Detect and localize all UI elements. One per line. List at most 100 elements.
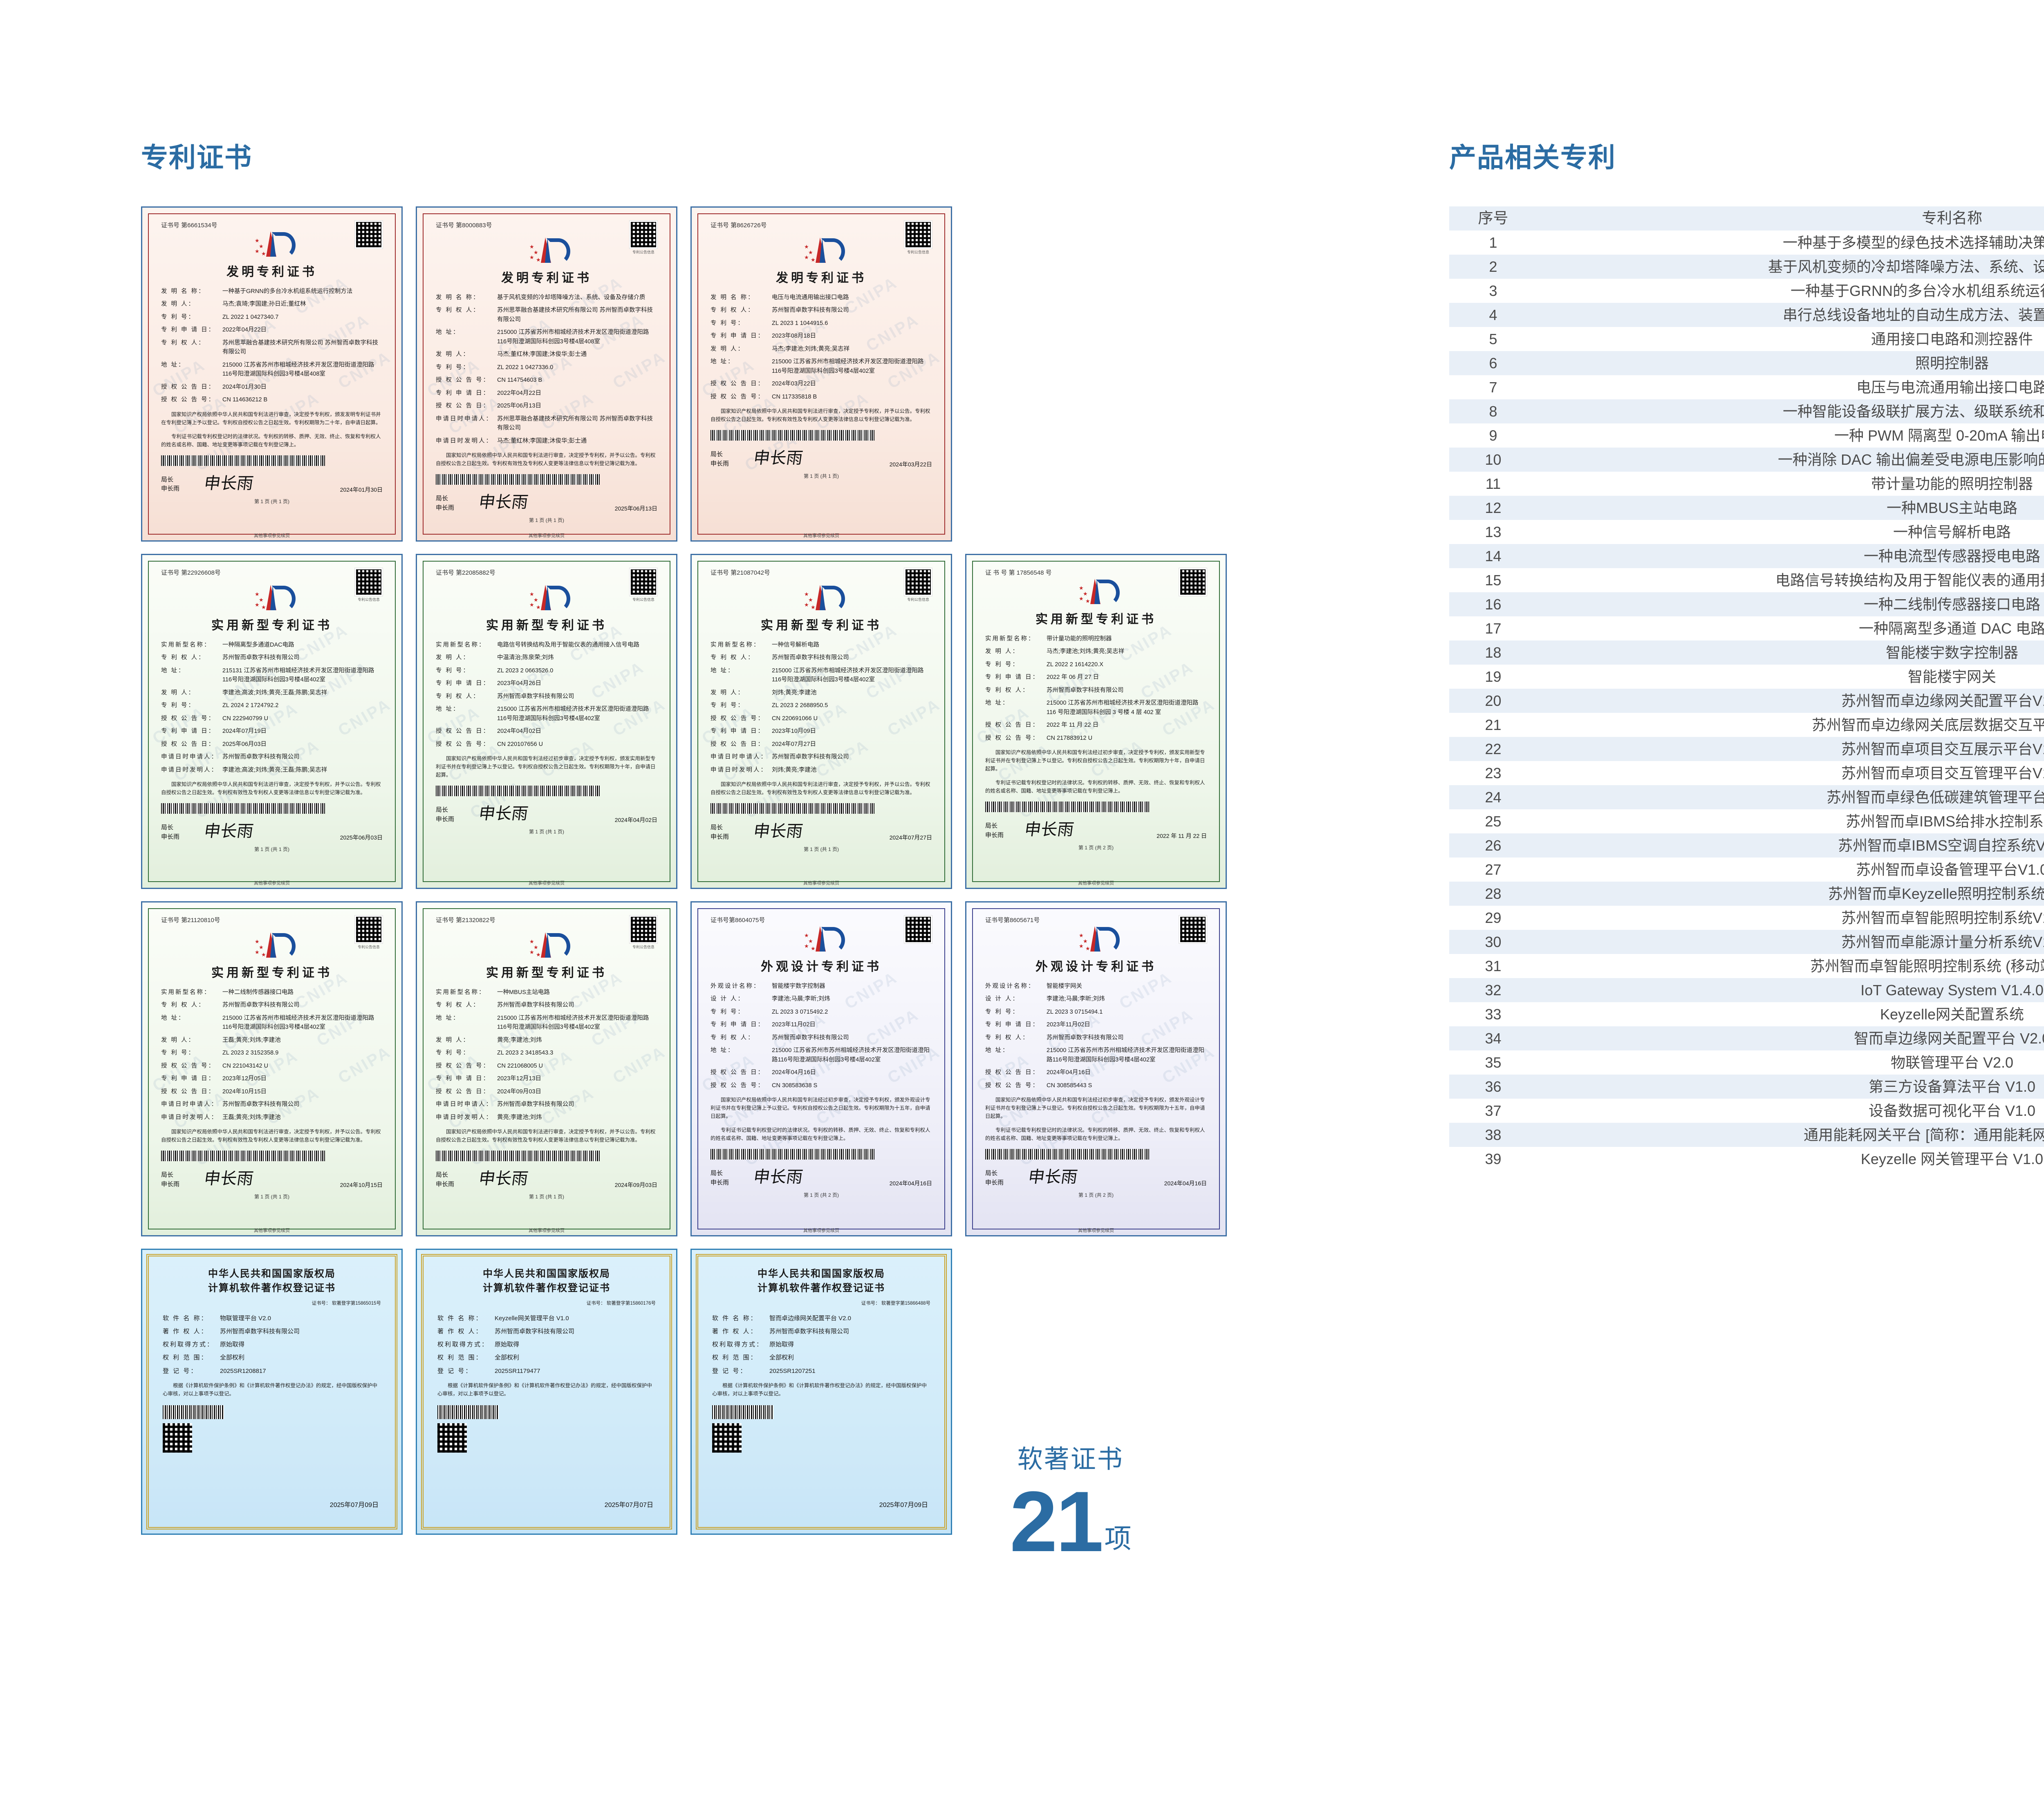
barcode-icon: [710, 803, 875, 814]
cert-field: 专 利 号： ZL 2023 3 0715494.1: [985, 1008, 1207, 1017]
cert-field-key: 地 址：: [436, 329, 460, 336]
barcode-icon: [161, 1151, 325, 1162]
cert-field-key: 专 利 号：: [161, 313, 196, 320]
cert-field-key: 专 利 权 人：: [985, 687, 1030, 694]
cert-field-key: 授 权 公 告 日：: [161, 741, 216, 748]
signer-block: 局长 申长雨: [436, 495, 455, 511]
issue-date: 2024年07月27日: [889, 834, 932, 841]
cert-field: 专 利 号： ZL 2022 1 0427336.0: [436, 363, 657, 372]
cert-field-key: 专 利 号：: [985, 661, 1020, 668]
cell-patent-name: 苏州智而卓能源计量分析系统V1.0: [1537, 930, 2044, 954]
certificate-title: 实用新型专利证书: [1035, 613, 1156, 626]
sw-cert-field-key: 软 件 名 称：: [712, 1314, 758, 1322]
cell-patent-name: 一种信号解析电路: [1893, 523, 2011, 540]
cert-field-value: 2023年08月18日: [772, 333, 816, 340]
cell-index: 6: [1449, 351, 1537, 375]
certificate-card-invention: CNIPA CNIPA CNIPA CNIPA CNIPA CNIPA CNIPA CNIPA…: [690, 206, 952, 542]
cell-patent-name: 一种消除 DAC 输出偏差受电源电压影响的电路及方法: [1537, 448, 2044, 472]
cert-field-value: 苏州智而卓数字科技有限公司: [772, 307, 849, 314]
cert-field: 地 址： 215000 江苏省苏州市苏州相城经济技术开发区澄阳街道澄阳路116号阳…: [985, 1046, 1207, 1064]
cert-field: 发 明 名 称： 基于风机变频的冷却塔降噪方法、系统、设备及存储介质: [436, 293, 657, 302]
certificate-number: 证书号第8605671号: [985, 917, 1040, 924]
cert-field-value: CN 222940799 U: [222, 715, 269, 722]
cert-field: 专 利 权 人： 苏州智而卓数字科技有限公司: [436, 1001, 657, 1010]
cell-index: 9: [1489, 427, 1497, 444]
cert-field-key: 授 权 公 告 号：: [710, 1082, 765, 1089]
sw-cert-field: 著 作 权 人： 苏州智而卓数字科技有限公司: [163, 1327, 381, 1336]
cert-field: 地 址： 215000 江苏省苏州市相城经济技术开发区澄阳街道澄阳路116号阳澄湖…: [436, 1014, 657, 1032]
cert-field-value: ZL 2024 2 1724792.2: [222, 702, 279, 709]
cert-field: 发 明 人： 马杰;董红林;李国建;沐俊华;彭士通: [436, 350, 657, 359]
cert-field-key: 授 权 公 告 日：: [436, 728, 491, 735]
cert-field-value: 中温清治;陈泉荣;刘炜: [497, 654, 554, 661]
cert-field-value: 2024年10月15日: [222, 1088, 267, 1095]
cert-field-key: 发 明 名 称：: [710, 294, 755, 301]
barcode-icon: [710, 430, 875, 441]
cert-field-key: 专 利 申 请 日：: [985, 674, 1040, 681]
certificate-page-footer: 第 1 页 (共 1 页): [254, 498, 289, 504]
cert-field-key: 专 利 申 请 日：: [161, 1075, 216, 1082]
cert-field-value: 苏州智而卓数字科技有限公司: [222, 754, 300, 761]
cert-field-key: 专 利 权 人：: [436, 693, 480, 700]
cert-field-key: 发 明 名 称：: [436, 294, 480, 301]
cert-field-key: 授 权 公 告 日：: [161, 1088, 216, 1095]
cert-field-value: 215000 江苏省苏州市相城经济技术开发区澄阳街道澄阳路116号阳澄湖国际科创…: [497, 1014, 649, 1031]
table-body: 1一种基于多模型的绿色技术选择辅助决策方法和系统发明2基于风机变频的冷却塔降噪方…: [1449, 231, 2044, 1171]
cert-field: 专 利 申 请 日： 2023年12月05日: [161, 1074, 383, 1083]
cell-index: 31: [1485, 957, 1502, 974]
certificate-caption: 其他事项参见续页: [803, 1228, 839, 1233]
cert-field-key: 申请日时申请人：: [161, 1101, 218, 1108]
cert-field-value: CN 114754603 B: [497, 377, 542, 384]
cell-index: 21: [1485, 716, 1502, 733]
cert-field-value: 一种信号解析电路: [772, 642, 819, 648]
cert-field: 地 址： 215000 江苏省苏州市相城经济技术开发区澄阳街道澄阳路 116 号阳…: [985, 699, 1207, 717]
cert-field-value: 马杰;董红林;李国建;沐俊华;彭士通: [497, 437, 587, 444]
cert-field-key: 发 明 人：: [436, 1037, 471, 1043]
cell-patent-name: 苏州智而卓边缘网关配置平台V1.0: [1537, 689, 2044, 713]
cert-field: 专 利 号： ZL 2023 3 0715492.2: [710, 1008, 932, 1017]
sw-cert-field: 软 件 名 称： 智而卓边缘网关配置平台 V2.0: [712, 1314, 930, 1323]
cert-field-key: 实用新型名称：: [161, 989, 211, 996]
cert-field-key: 申请日时发明人：: [161, 766, 218, 773]
cert-field: 授 权 公 告 号： CN 308583638 S: [710, 1081, 932, 1090]
certificate-number: 证书号第8604075号: [710, 917, 765, 924]
cert-field-value: 智能楼宇数字控制器: [772, 983, 825, 990]
cert-field: 发 明 人： 马杰;袁琦;李国建;孙日近;董红林: [161, 300, 383, 309]
cert-field-key: 地 址：: [161, 1014, 186, 1021]
cert-field-value: 2024年09月03日: [497, 1088, 542, 1095]
table-row: 3一种基于GRNN的多台冷水机组系统运行控制方法发明: [1449, 279, 2044, 303]
table-row: 18智能楼宇数字控制器外观: [1449, 640, 2044, 665]
cert-field-value: 2024年03月22日: [772, 381, 816, 387]
certificate-caption: 其他事项参见续页: [254, 1228, 290, 1233]
certificate-number: 证书号 第8000883号: [436, 222, 492, 229]
sw-cert-paragraph: 根据《计算机软件保护条例》和《计算机软件著作权登记办法》的规定，经中国版权保护中…: [163, 1382, 378, 1397]
cert-field-value: 2024年04月02日: [497, 728, 542, 735]
table-row: 5通用接口电路和测控器件发明: [1449, 327, 2044, 351]
cell-index: 37: [1485, 1102, 1502, 1119]
sw-cert-field-key: 登 记 号：: [712, 1367, 748, 1375]
cell-patent-name: IoT Gateway System V1.4.0: [1537, 978, 2044, 1002]
cert-field-value: 215000 江苏省苏州市相城经济技术开发区澄阳街道澄阳路116号阳澄湖国际科创…: [772, 358, 924, 374]
sw-cert-field-value: 苏州智而卓数字科技有限公司: [220, 1328, 300, 1335]
cell-patent-name: 苏州智而卓IBMS给排水控制系统: [1845, 813, 2044, 830]
cnipa-logo-icon: ★ ★ ★ ★: [803, 237, 845, 265]
qr-code-icon: [1179, 568, 1207, 596]
cert-field: 专 利 号： ZL 2024 2 1724792.2: [161, 701, 383, 710]
cert-field-key: 发 明 人：: [161, 1037, 196, 1043]
sw-cert-field: 登 记 号： 2025SR1208817: [163, 1366, 381, 1376]
cert-field: 实用新型名称： 一种二线制传感器接口电路: [161, 988, 383, 997]
cert-field-key: 授 权 公 告 号：: [985, 1082, 1040, 1089]
sw-cert-field: 权利取得方式： 原始取得: [163, 1340, 381, 1349]
cert-field-value: ZL 2023 2 0663526.0: [497, 667, 554, 674]
cell-index: 7: [1489, 378, 1497, 396]
signer-block: 局长 申长雨: [436, 806, 455, 823]
cert-field-key: 专 利 号：: [161, 702, 196, 709]
certificate-page-footer: 第 1 页 (共 1 页): [529, 829, 564, 835]
table-row: 15电路信号转换结构及用于智能仪表的通用接入信号电路实用新型: [1449, 568, 2044, 592]
cert-field-value: CN 117335818 B: [772, 393, 817, 400]
cert-field: 授 权 公 告 日： 2024年01月30日: [161, 383, 383, 392]
cell-patent-name: 一种隔离型多通道 DAC 电路: [1858, 620, 2044, 637]
cert-field: 申请日时发明人： 刘炜;黄亮;李建池: [710, 766, 932, 775]
